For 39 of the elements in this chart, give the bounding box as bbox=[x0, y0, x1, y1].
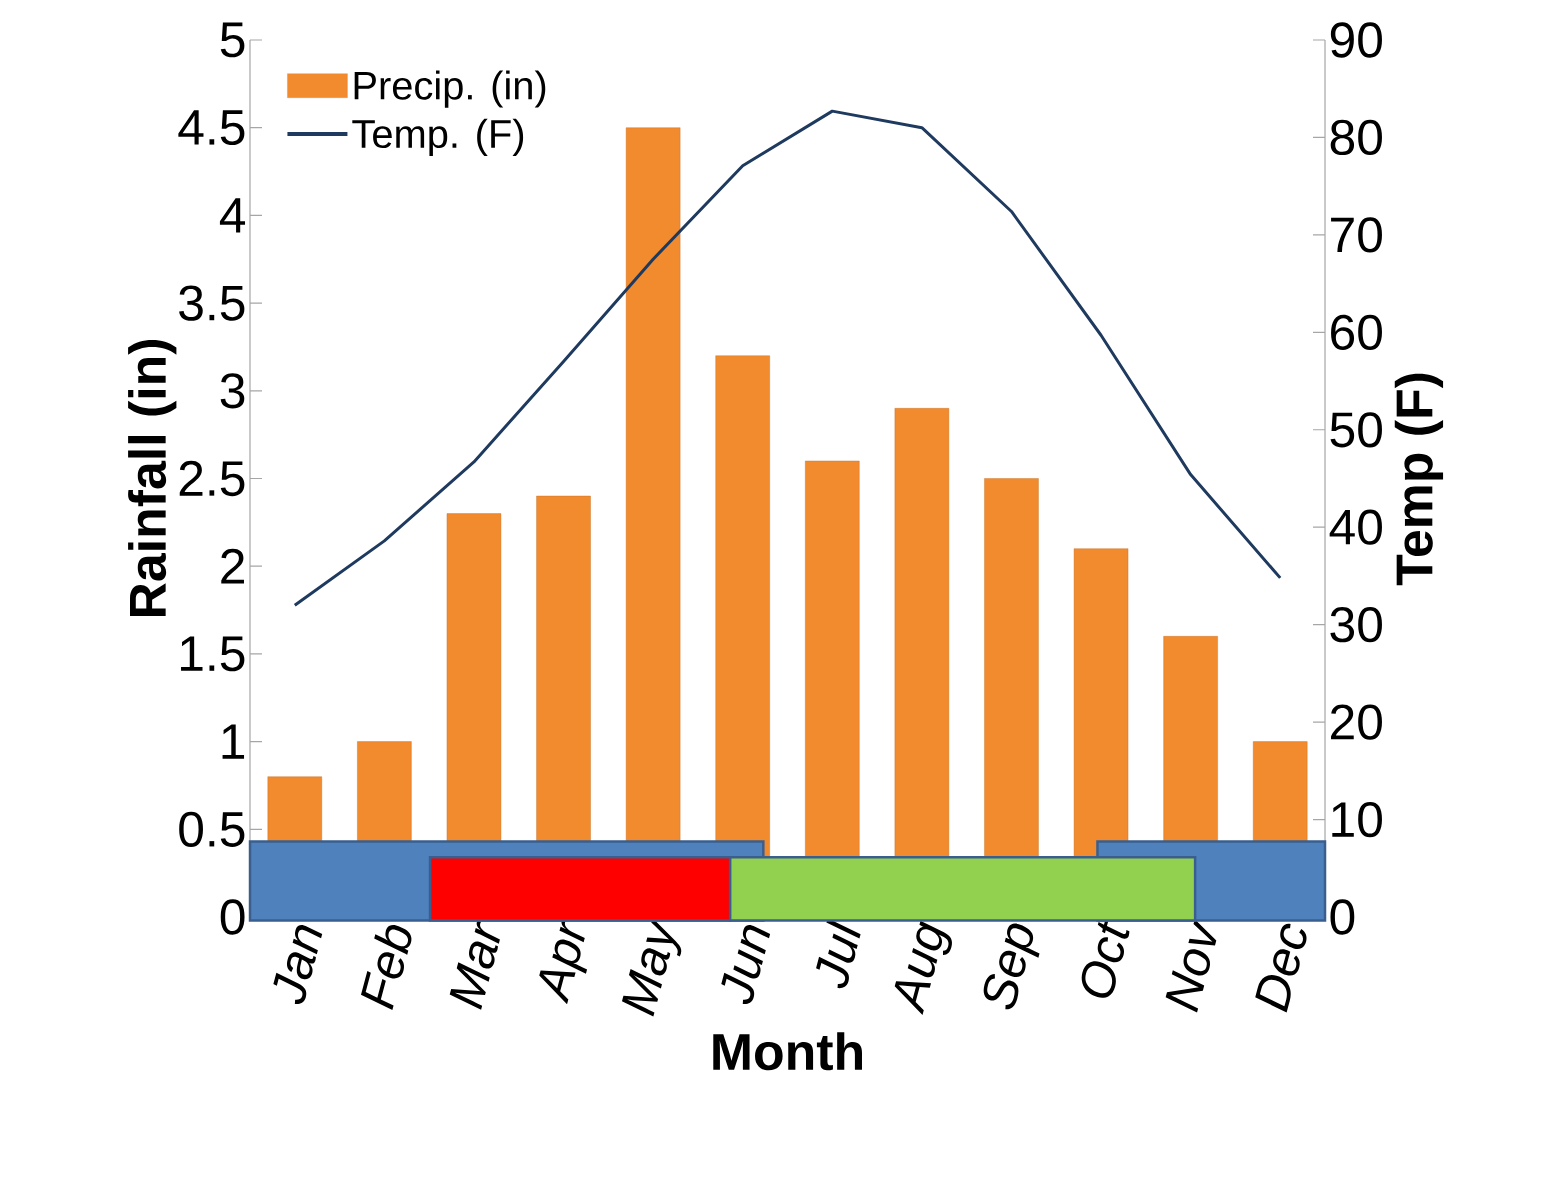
y-tick-label: 4 bbox=[219, 198, 246, 233]
x-tick-label: Apr bbox=[539, 918, 588, 1005]
x-tick-label: Dec bbox=[1255, 923, 1307, 1013]
line-series bbox=[293, 109, 1282, 607]
y-tick-label: 1.5 bbox=[181, 636, 245, 672]
x-axis-title: Month bbox=[713, 1032, 862, 1071]
y-tick-label: 2 bbox=[221, 548, 244, 584]
x-tick-label: May bbox=[621, 917, 682, 1017]
legend-label: Temp. (F) bbox=[352, 118, 524, 156]
legend-label: Precip. (in) bbox=[354, 70, 546, 108]
y2-tick-label: 80 bbox=[1330, 119, 1382, 156]
y-tick-label: 0.5 bbox=[179, 811, 245, 847]
y2-tick-label: 50 bbox=[1330, 412, 1382, 448]
y2-tick-label: 70 bbox=[1331, 217, 1382, 253]
y2-axis-title: Temp (F) bbox=[1394, 373, 1444, 586]
x-tick-label: Sep bbox=[983, 923, 1040, 1010]
y-tick-label: 2.5 bbox=[179, 460, 245, 497]
x-tick-label: Feb bbox=[360, 924, 412, 1011]
y-tick-label: 1 bbox=[222, 724, 245, 759]
y2-tick-label: 40 bbox=[1329, 509, 1382, 545]
y2-tick-label: 0 bbox=[1330, 899, 1355, 935]
y2-tick-label: 90 bbox=[1330, 22, 1382, 58]
y-axis-title: Rainfall (in) bbox=[128, 340, 177, 617]
x-tick-label: Mar bbox=[449, 919, 500, 1010]
x-tick-label: Jan bbox=[273, 925, 323, 1005]
x-tick-label: Aug bbox=[894, 920, 952, 1016]
y-tick-label: 3.5 bbox=[179, 285, 245, 321]
y-tick-label: 5 bbox=[220, 22, 245, 58]
y-tick-label: 0 bbox=[220, 899, 245, 935]
y2-tick-label: 30 bbox=[1330, 607, 1382, 643]
y-tick-label: 4.5 bbox=[178, 110, 245, 146]
y2-tick-label: 20 bbox=[1331, 704, 1382, 740]
x-tick-label: Nov bbox=[1165, 919, 1217, 1013]
y2-tick-label: 10 bbox=[1332, 801, 1382, 838]
x-tick-label: Jun bbox=[721, 925, 771, 1005]
y2-tick-label: 60 bbox=[1331, 314, 1382, 350]
y-tick-label: 3 bbox=[220, 373, 245, 409]
x-tick-label: Oct bbox=[1081, 919, 1130, 998]
x-tick-label: Jul bbox=[816, 918, 861, 989]
